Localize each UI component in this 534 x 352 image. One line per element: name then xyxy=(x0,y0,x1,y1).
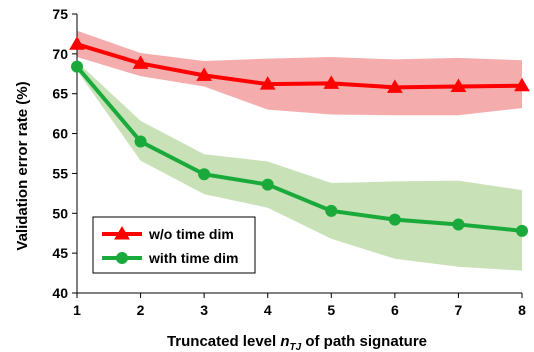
point-series-2 xyxy=(516,224,528,237)
point-series-1 xyxy=(259,76,276,90)
point-series-2 xyxy=(261,178,274,191)
line-series-1 xyxy=(76,42,523,90)
legend-box xyxy=(92,216,256,274)
y-tick-label: 45 xyxy=(52,245,68,261)
point-series-2 xyxy=(388,213,401,226)
confidence-bands xyxy=(77,30,522,271)
y-axis-label: Validation error rate (%) xyxy=(14,81,31,250)
x-axis-label-variable: n xyxy=(280,333,289,350)
point-series-1 xyxy=(196,67,213,81)
band-series-2 xyxy=(77,61,522,271)
point-series-2 xyxy=(198,168,211,181)
y-tick-label: 60 xyxy=(52,126,68,142)
point-series-1 xyxy=(386,79,403,93)
point-series-1 xyxy=(323,75,340,89)
x-tick-label: 7 xyxy=(455,302,463,318)
x-axis-label-subscript: TJ xyxy=(290,342,302,352)
x-tick-label: 3 xyxy=(200,302,208,318)
y-tick-label: 55 xyxy=(52,165,68,181)
point-series-1 xyxy=(450,78,467,93)
x-tick-label: 4 xyxy=(264,302,272,318)
point-series-1 xyxy=(132,55,149,69)
x-axis-label-prefix: Truncated level xyxy=(167,333,280,350)
y-tick-label: 40 xyxy=(52,285,68,301)
legend-marker xyxy=(114,226,130,240)
legend-marker xyxy=(116,252,128,264)
point-series-2 xyxy=(71,60,83,73)
point-series-2 xyxy=(452,218,465,231)
x-axis-label: Truncated level nTJ of path signature xyxy=(167,333,427,352)
x-tick-label: 1 xyxy=(73,302,81,318)
point-series-2 xyxy=(134,135,147,148)
y-tick-label: 75 xyxy=(52,6,68,22)
y-tick-label: 65 xyxy=(52,86,68,102)
point-series-2 xyxy=(325,204,338,217)
point-series-1 xyxy=(69,36,85,50)
y-tick-label: 70 xyxy=(52,46,68,62)
legend: w/o time dim with time dim xyxy=(92,216,256,274)
x-tick-label: 8 xyxy=(518,302,526,318)
x-tick-label: 6 xyxy=(391,302,399,318)
x-axis-label-suffix: of path signature xyxy=(301,333,427,350)
series-markers xyxy=(69,36,530,237)
legend-label: w/o time dim xyxy=(148,226,234,242)
point-series-1 xyxy=(514,77,530,92)
x-tick-label: 5 xyxy=(327,302,335,318)
y-tick-label: 50 xyxy=(52,205,68,221)
band-series-1 xyxy=(77,30,522,116)
legend-label: with time dim xyxy=(148,250,238,266)
x-tick-label: 2 xyxy=(137,302,145,318)
line-series-2 xyxy=(75,65,523,233)
series-lines xyxy=(75,42,523,233)
